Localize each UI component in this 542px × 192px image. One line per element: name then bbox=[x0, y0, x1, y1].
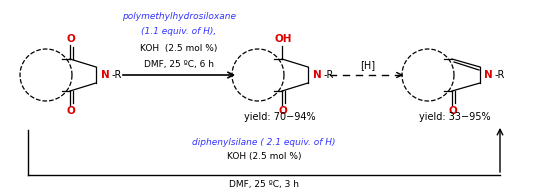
Text: (1.1 equiv. of H),: (1.1 equiv. of H), bbox=[141, 27, 217, 36]
Text: -R: -R bbox=[495, 70, 505, 80]
Text: O: O bbox=[279, 106, 287, 116]
Text: KOH  (2.5 mol %): KOH (2.5 mol %) bbox=[140, 44, 218, 53]
Text: diphenylsilane ( 2.1 equiv. of H): diphenylsilane ( 2.1 equiv. of H) bbox=[192, 138, 335, 147]
Text: DMF, 25 ºC, 6 h: DMF, 25 ºC, 6 h bbox=[144, 60, 214, 69]
Text: polymethylhydrosiloxane: polymethylhydrosiloxane bbox=[122, 12, 236, 21]
Text: yield: 70−94%: yield: 70−94% bbox=[244, 112, 316, 122]
Text: DMF, 25 ºC, 3 h: DMF, 25 ºC, 3 h bbox=[229, 180, 299, 189]
Text: O: O bbox=[449, 106, 457, 116]
Text: -R: -R bbox=[324, 70, 334, 80]
Text: yield: 33−95%: yield: 33−95% bbox=[419, 112, 491, 122]
Text: O: O bbox=[67, 106, 75, 116]
Text: [H]: [H] bbox=[360, 60, 376, 70]
Text: N: N bbox=[484, 70, 493, 80]
Text: KOH (2.5 mol %): KOH (2.5 mol %) bbox=[227, 152, 301, 161]
Text: O: O bbox=[67, 34, 75, 44]
Text: N: N bbox=[101, 70, 109, 80]
Text: N: N bbox=[313, 70, 322, 80]
Text: -R: -R bbox=[112, 70, 122, 80]
Text: OH: OH bbox=[274, 34, 292, 44]
